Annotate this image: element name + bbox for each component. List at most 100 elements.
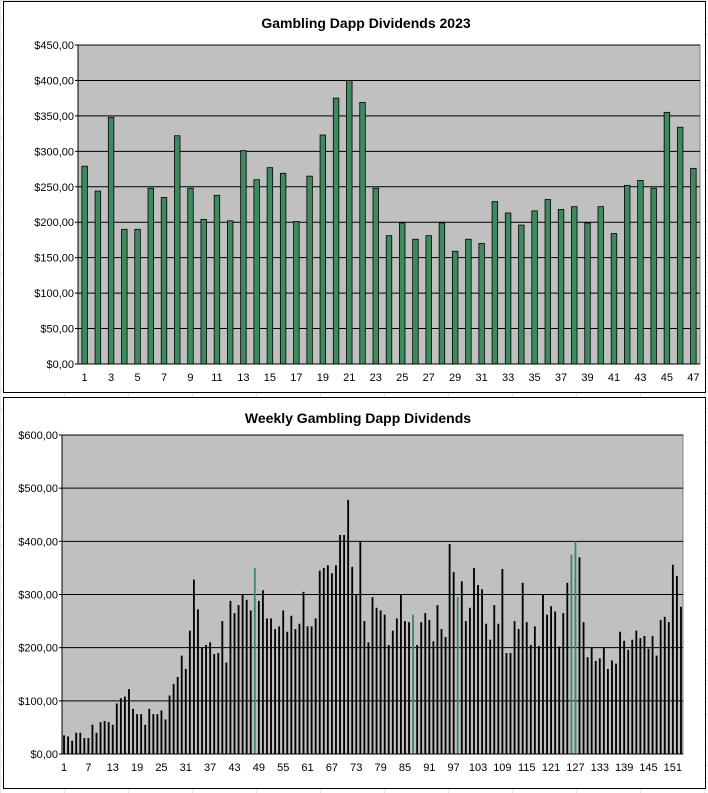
bar[interactable] [571, 206, 578, 365]
bar[interactable] [428, 620, 431, 754]
bar[interactable] [99, 722, 102, 754]
bar[interactable] [266, 167, 274, 365]
bar[interactable] [240, 150, 247, 365]
bar[interactable] [667, 622, 670, 754]
bar[interactable] [610, 233, 618, 365]
bar[interactable] [270, 618, 272, 754]
bar[interactable] [597, 206, 604, 365]
bar[interactable] [319, 134, 327, 365]
bar[interactable] [339, 534, 341, 754]
bar[interactable] [335, 565, 337, 754]
bar[interactable] [671, 564, 674, 754]
bar[interactable] [639, 638, 642, 754]
bar[interactable] [237, 605, 240, 754]
bar[interactable] [253, 179, 260, 365]
bar[interactable] [279, 172, 287, 365]
bar[interactable] [501, 568, 504, 754]
bar[interactable] [537, 646, 540, 754]
bar[interactable] [152, 714, 155, 754]
bar[interactable] [346, 80, 353, 365]
bar[interactable] [330, 573, 333, 754]
bar[interactable] [529, 645, 532, 754]
bar[interactable] [477, 584, 479, 754]
bar[interactable] [615, 663, 617, 754]
bar[interactable] [192, 579, 195, 754]
bar[interactable] [493, 605, 496, 754]
bar[interactable] [322, 567, 325, 754]
bar[interactable] [655, 655, 658, 754]
bar[interactable] [351, 566, 354, 754]
bar[interactable] [298, 623, 301, 754]
bar[interactable] [156, 714, 159, 754]
bar[interactable] [544, 199, 551, 365]
bar[interactable] [505, 652, 508, 754]
bar[interactable] [676, 126, 684, 365]
bar[interactable] [136, 714, 139, 754]
bar[interactable] [81, 165, 88, 365]
bar[interactable] [478, 243, 485, 365]
bar[interactable] [631, 639, 634, 754]
bar[interactable] [375, 607, 378, 754]
bar[interactable] [205, 645, 208, 754]
bar[interactable] [574, 541, 577, 754]
bar[interactable] [464, 621, 467, 754]
bar[interactable] [497, 623, 500, 754]
bar[interactable] [107, 116, 115, 365]
bar[interactable] [107, 722, 110, 754]
bar[interactable] [306, 175, 313, 365]
bar[interactable] [278, 626, 281, 754]
bar[interactable] [412, 614, 415, 754]
bar[interactable] [452, 572, 455, 754]
bar[interactable] [590, 647, 593, 754]
bar[interactable] [444, 637, 447, 754]
bar[interactable] [306, 626, 309, 754]
bar[interactable] [197, 609, 199, 754]
bar[interactable] [209, 642, 212, 754]
bar[interactable] [257, 600, 260, 754]
bar[interactable] [465, 238, 472, 365]
bar[interactable] [509, 652, 512, 754]
bar[interactable] [225, 662, 228, 754]
bar[interactable] [675, 575, 678, 754]
bar[interactable] [266, 618, 268, 754]
bar[interactable] [134, 228, 141, 365]
bar[interactable] [148, 708, 151, 754]
bar[interactable] [128, 689, 130, 754]
bar[interactable] [363, 621, 366, 754]
bar[interactable] [111, 724, 114, 754]
bar[interactable] [448, 543, 451, 754]
bar[interactable] [420, 622, 423, 754]
bar[interactable] [172, 683, 175, 754]
bar[interactable] [290, 615, 293, 754]
bar[interactable] [359, 102, 366, 365]
bar[interactable] [525, 622, 528, 754]
bar[interactable] [103, 721, 106, 754]
bar[interactable] [424, 613, 427, 754]
bar[interactable] [144, 724, 147, 754]
bar[interactable] [79, 732, 82, 754]
bar[interactable] [460, 581, 463, 754]
bar[interactable] [557, 209, 565, 365]
bar[interactable] [485, 623, 488, 754]
bar[interactable] [176, 676, 179, 754]
bar[interactable] [87, 738, 90, 754]
bar[interactable] [385, 235, 393, 365]
bar[interactable] [274, 629, 277, 754]
bar[interactable] [115, 703, 118, 754]
bar[interactable] [521, 582, 524, 754]
bar[interactable] [94, 190, 102, 365]
bar[interactable] [558, 646, 561, 754]
bar[interactable] [550, 606, 553, 754]
bar[interactable] [481, 589, 484, 754]
bar[interactable] [518, 224, 525, 365]
bar[interactable] [91, 724, 94, 754]
bar[interactable] [425, 235, 432, 365]
bar[interactable] [221, 621, 224, 754]
bar[interactable] [367, 642, 370, 754]
bar[interactable] [416, 645, 419, 754]
bar[interactable] [637, 179, 644, 365]
bar[interactable] [379, 610, 382, 754]
bar[interactable] [174, 135, 181, 365]
bar[interactable] [517, 629, 520, 754]
bar[interactable] [119, 698, 122, 754]
